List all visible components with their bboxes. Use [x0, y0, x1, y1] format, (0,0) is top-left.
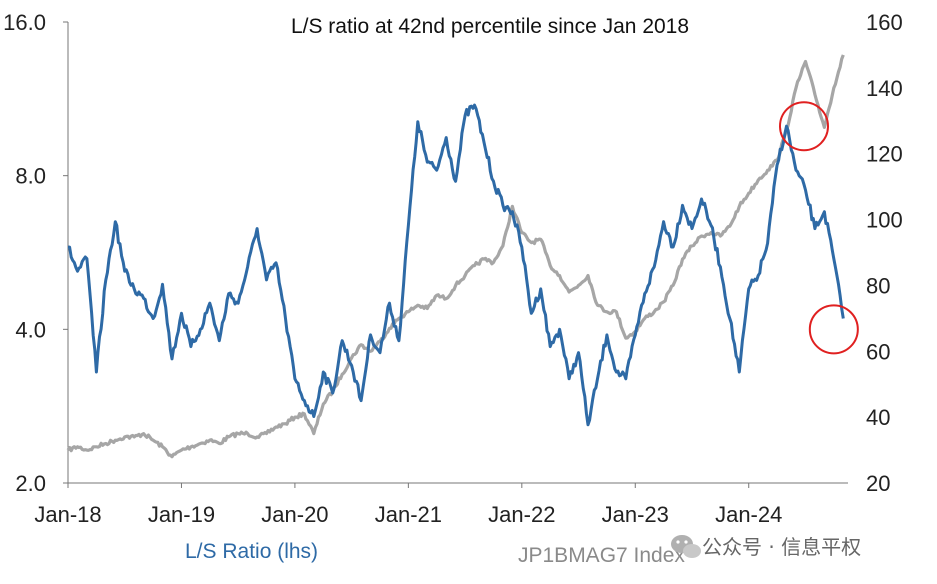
y-right-tick-label: 120	[866, 142, 903, 167]
x-tick-label: Jan-18	[34, 502, 101, 527]
y-right-tick-label: 20	[866, 471, 890, 496]
y-right-tick-label: 100	[866, 208, 903, 233]
x-tick-label: Jan-22	[488, 502, 555, 527]
watermark-text: 公众号 · 信息平权	[702, 535, 861, 559]
y-right-tick-label: 40	[866, 405, 890, 430]
annotation-circle	[779, 101, 829, 152]
watermark: 公众号 · 信息平权	[671, 535, 861, 559]
y-left-tick-label: 2.0	[15, 471, 46, 496]
y-left-tick-label: 8.0	[15, 164, 46, 189]
x-tick-label: Jan-19	[148, 502, 215, 527]
annotation-layer	[779, 101, 859, 355]
y-right-tick-label: 60	[866, 339, 890, 364]
y-left-tick-label: 16.0	[3, 10, 46, 35]
x-tick-label: Jan-24	[715, 502, 782, 527]
annotation-circle	[808, 304, 859, 355]
x-tick-label: Jan-20	[261, 502, 328, 527]
series-line-ls-ratio	[67, 103, 845, 427]
legend-lhs-label: L/S Ratio (lhs)	[185, 540, 318, 563]
y-right-tick-label: 140	[866, 76, 903, 101]
y-left-tick-label: 4.0	[15, 317, 46, 342]
x-tick-label: Jan-21	[375, 502, 442, 527]
x-tick-label: Jan-23	[602, 502, 669, 527]
legend-index-label: JP1BMAG7 Index	[518, 544, 685, 567]
series-layer	[66, 54, 845, 459]
y-right-tick-label: 160	[866, 10, 903, 35]
wechat-icon	[671, 535, 701, 558]
series-line-index	[66, 54, 845, 459]
y-right-tick-label: 80	[866, 273, 890, 298]
chart-title: L/S ratio at 42nd percentile since Jan 2…	[291, 15, 689, 38]
axes: 2.0 4.0 8.0 16.0 20 40 60 80 100 120 140 160 Jan-18 J…	[3, 10, 903, 527]
